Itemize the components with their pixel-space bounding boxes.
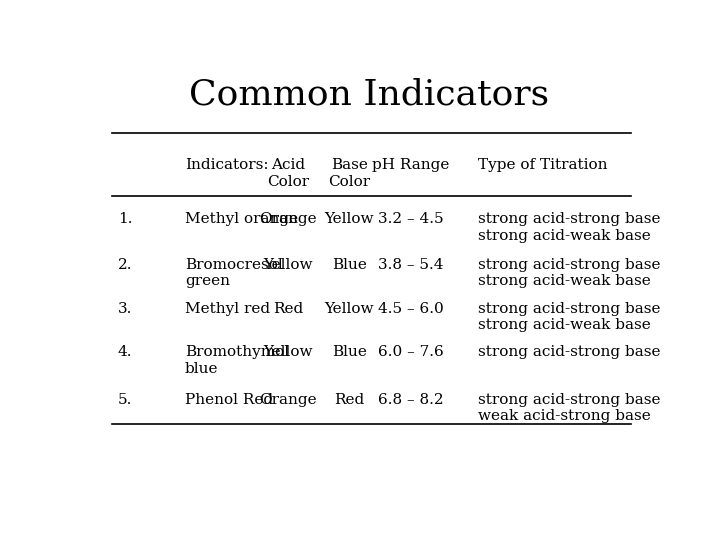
Text: 5.: 5. [118,393,132,407]
Text: 2.: 2. [118,258,132,272]
Text: Yellow: Yellow [264,258,313,272]
Text: Acid
Color: Acid Color [267,158,309,188]
Text: Yellow: Yellow [325,212,374,226]
Text: Methyl orange: Methyl orange [185,212,298,226]
Text: strong acid-strong base: strong acid-strong base [478,346,660,360]
Text: Red: Red [273,302,303,316]
Text: Orange: Orange [259,212,317,226]
Text: Red: Red [334,393,364,407]
Text: strong acid-strong base
strong acid-weak base: strong acid-strong base strong acid-weak… [478,212,660,242]
Text: strong acid-strong base
strong acid-weak base: strong acid-strong base strong acid-weak… [478,258,660,288]
Text: strong acid-strong base
weak acid-strong base: strong acid-strong base weak acid-strong… [478,393,660,423]
Text: 4.: 4. [118,346,132,360]
Text: Common Indicators: Common Indicators [189,77,549,111]
Text: Bromocresol
green: Bromocresol green [185,258,283,288]
Text: 6.0 – 7.6: 6.0 – 7.6 [378,346,444,360]
Text: Type of Titration: Type of Titration [478,158,607,172]
Text: Base
Color: Base Color [328,158,371,188]
Text: strong acid-strong base
strong acid-weak base: strong acid-strong base strong acid-weak… [478,302,660,332]
Text: Blue: Blue [332,346,367,360]
Text: Yellow: Yellow [264,346,313,360]
Text: 1.: 1. [118,212,132,226]
Text: 4.5 – 6.0: 4.5 – 6.0 [378,302,444,316]
Text: 3.8 – 5.4: 3.8 – 5.4 [378,258,444,272]
Text: Indicators:: Indicators: [185,158,269,172]
Text: Orange: Orange [259,393,317,407]
Text: Phenol Red: Phenol Red [185,393,273,407]
Text: pH Range: pH Range [372,158,449,172]
Text: Yellow: Yellow [325,302,374,316]
Text: Methyl red: Methyl red [185,302,270,316]
Text: Blue: Blue [332,258,367,272]
Text: 3.2 – 4.5: 3.2 – 4.5 [378,212,444,226]
Text: 6.8 – 8.2: 6.8 – 8.2 [378,393,444,407]
Text: 3.: 3. [118,302,132,316]
Text: Bromothymol
blue: Bromothymol blue [185,346,289,376]
